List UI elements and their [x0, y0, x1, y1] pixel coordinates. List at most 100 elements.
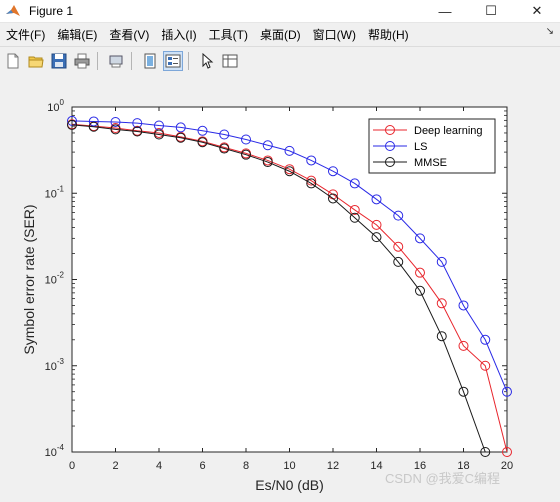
new-file-icon[interactable]: [3, 51, 23, 71]
x-tick-label: 16: [414, 460, 426, 472]
print-preview-icon[interactable]: [106, 51, 126, 71]
data-point-mmse: [197, 137, 208, 148]
data-point-mmse: [458, 386, 469, 397]
data-point-ls: [371, 194, 382, 205]
data-point-ls: [393, 210, 404, 221]
data-point-ls: [132, 118, 143, 129]
y-tick-label: 10-2: [45, 271, 65, 287]
data-point-ls: [262, 140, 273, 151]
data-point-deep-learning: [349, 204, 360, 215]
legend-marker-mmse: [385, 157, 395, 167]
menu-view[interactable]: 查看(V): [109, 27, 150, 42]
x-axis-label: Es/N0 (dB): [255, 477, 323, 493]
x-tick-label: 4: [156, 460, 162, 472]
x-tick-label: 14: [370, 460, 382, 472]
menu-tools[interactable]: 工具(T): [208, 27, 248, 42]
menu-window[interactable]: 窗口(W): [312, 27, 356, 42]
axis-ticks: 0 2 4 6 8 10 12 14 16 18 20 100 10-1 10-2 10-3 10-4: [45, 98, 514, 472]
x-tick-label: 18: [457, 460, 469, 472]
data-point-deep-learning: [415, 267, 425, 278]
toolbar-separator: [131, 52, 132, 70]
print-icon[interactable]: [72, 51, 92, 71]
save-icon[interactable]: [49, 51, 69, 71]
data-point-ls: [175, 122, 186, 133]
menu-help[interactable]: 帮助(H): [367, 27, 409, 42]
watermark-text: CSDN @我爱C编程: [385, 471, 500, 486]
y-tick-label: 10-3: [45, 357, 65, 373]
figure-toolbar: [0, 46, 560, 76]
legend[interactable]: Deep learning LS MMSE: [368, 118, 496, 174]
property-editor-icon[interactable]: [163, 51, 183, 71]
data-point-ls: [415, 233, 425, 244]
x-tick-label: 0: [69, 460, 75, 472]
x-tick-label: 2: [112, 460, 118, 472]
data-point-mmse: [67, 119, 77, 130]
window-controls: — ☐ ✕: [422, 0, 560, 22]
toolbar-separator: [97, 52, 98, 70]
y-tick-label: 100: [47, 98, 64, 114]
data-point-ls: [197, 125, 208, 136]
ser-chart[interactable]: 0 2 4 6 8 10 12 14 16 18 20 100 10-1 10-2 10-3 10-4 Es/…: [0, 75, 560, 497]
data-point-mmse: [393, 256, 404, 267]
data-point-mmse: [88, 121, 99, 132]
data-point-ls: [502, 386, 512, 397]
y-tick-label: 10-4: [45, 443, 65, 459]
data-point-deep-learning: [502, 447, 512, 457]
menu-bar: 文件(F) 编辑(E) 查看(V) 插入(I) 工具(T) 桌面(D) 窗口(W…: [0, 23, 560, 45]
data-point-mmse: [349, 212, 360, 223]
menu-desktop[interactable]: 桌面(D): [259, 27, 301, 42]
data-point-mmse: [262, 157, 273, 168]
data-point-mmse: [110, 124, 121, 135]
data-point-ls: [88, 116, 99, 127]
toolbar-separator: [188, 52, 189, 70]
menu-edit[interactable]: 编辑(E): [57, 27, 98, 42]
window-titlebar: Figure 1 — ☐ ✕: [0, 0, 560, 23]
data-point-mmse: [328, 193, 338, 204]
data-point-mmse: [241, 149, 251, 160]
series-group: [67, 115, 512, 457]
data-point-mmse: [284, 166, 295, 177]
data-point-ls: [480, 334, 491, 345]
series-line-mmse: [71, 124, 486, 453]
pointer-arrow-icon[interactable]: [197, 51, 217, 71]
y-axis-label: Symbol error rate (SER): [21, 204, 37, 354]
menu-insert[interactable]: 插入(I): [161, 27, 197, 42]
window-title: Figure 1: [29, 4, 74, 18]
maximize-button[interactable]: ☐: [485, 3, 497, 18]
data-point-deep-learning: [436, 298, 447, 309]
data-point-ls: [241, 134, 251, 145]
data-point-mmse: [306, 178, 317, 189]
data-point-ls: [284, 145, 295, 156]
data-point-mmse: [480, 447, 491, 457]
legend-label-deep-learning: Deep learning: [414, 125, 483, 137]
open-folder-icon[interactable]: [26, 51, 46, 71]
legend-marker-deep-learning: [385, 125, 395, 135]
data-cursor-icon[interactable]: [220, 51, 240, 71]
x-tick-label: 10: [283, 460, 295, 472]
legend-label-mmse: MMSE: [414, 157, 447, 169]
legend-label-ls: LS: [414, 141, 427, 153]
data-point-mmse: [371, 232, 382, 243]
data-point-deep-learning: [393, 241, 404, 252]
x-tick-label: 8: [243, 460, 249, 472]
x-tick-label: 12: [327, 460, 339, 472]
menu-file[interactable]: 文件(F): [6, 27, 46, 42]
minimize-button[interactable]: —: [438, 3, 452, 19]
matlab-logo-icon: [6, 5, 20, 16]
toggle-layout-icon[interactable]: [140, 51, 160, 71]
data-point-deep-learning: [371, 219, 382, 230]
series-line-deep-learning: [71, 123, 508, 453]
data-point-mmse: [175, 132, 186, 143]
series-line-ls: [71, 120, 508, 392]
y-tick-label: 10-1: [45, 184, 65, 200]
menu-overflow-arrow-icon[interactable]: ↘: [545, 26, 554, 37]
x-tick-label: 6: [199, 460, 205, 472]
close-button[interactable]: ✕: [531, 3, 543, 18]
data-point-mmse: [132, 126, 143, 137]
data-point-ls: [458, 300, 469, 311]
data-point-ls: [349, 178, 360, 189]
data-point-mmse: [219, 143, 230, 154]
data-point-mmse: [436, 331, 447, 342]
data-point-mmse: [154, 129, 164, 140]
data-point-deep-learning: [458, 340, 469, 351]
